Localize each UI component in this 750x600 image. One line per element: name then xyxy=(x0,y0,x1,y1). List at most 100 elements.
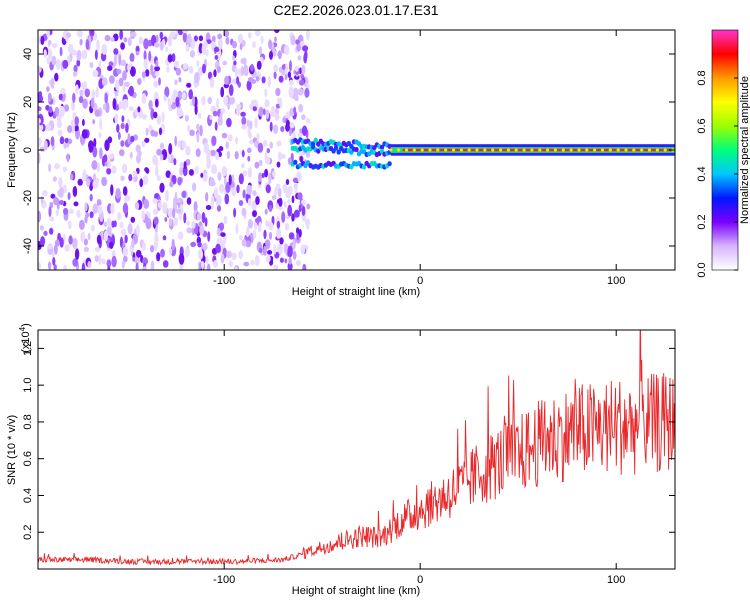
spectrogram-noise-cell xyxy=(174,60,180,68)
spectrogram-noise-cell xyxy=(269,50,273,60)
spectrogram-noise-cell xyxy=(292,87,299,98)
spectrogram-noise-cell xyxy=(186,33,192,46)
snr-x-ticks: -100 0 100 xyxy=(213,330,625,586)
spectrogram-noise-cell xyxy=(46,30,50,39)
spectrogram-noise-cell xyxy=(167,207,173,218)
stable-band-peak xyxy=(647,148,652,152)
spectrogram-noise-cell xyxy=(214,55,218,60)
spectrogram-noise-cell xyxy=(252,210,257,218)
spectrogram-noise-cell xyxy=(197,66,204,77)
spectrogram-noise-cell xyxy=(150,108,155,120)
spectrogram-noise-cell xyxy=(223,30,230,38)
spectrogram-noise-cell xyxy=(206,263,211,270)
spectrogram-noise-cell xyxy=(120,140,125,147)
spectrogram-noise-cell xyxy=(233,207,237,218)
spectrogram-noise-cell xyxy=(38,124,44,131)
spectrogram-noise-cell xyxy=(246,184,253,195)
spectrogram-noise-cell xyxy=(296,43,301,52)
stable-band-peak xyxy=(577,148,581,152)
spectrogram-noise-cell xyxy=(68,138,73,145)
spectrogram-noise-cell xyxy=(247,219,253,229)
spectrogram-noise-cell xyxy=(291,195,295,204)
spectrogram-noise-cell xyxy=(81,129,88,139)
spectrogram-noise-cell xyxy=(193,35,198,42)
spectrogram-noise-cell xyxy=(102,103,107,111)
spectrogram-noise-cell xyxy=(213,69,217,78)
spectrogram-noise-cell xyxy=(162,235,167,241)
spectrogram-noise-cell xyxy=(38,106,42,112)
spectrogram-noise-cell xyxy=(144,137,150,143)
spectrogram-noise-cell xyxy=(211,135,217,146)
spectrogram-noise-cell xyxy=(205,205,212,210)
spectrogram-noise-cell xyxy=(277,50,282,60)
spectrogram-noise-cell xyxy=(43,230,48,236)
spectrogram-noise-cell xyxy=(275,87,281,97)
spectrogram-noise-cell xyxy=(158,77,161,86)
spectrogram-noise-cell xyxy=(142,71,146,79)
stable-band-peak xyxy=(655,148,660,152)
spectrogram-noise-cell xyxy=(38,262,42,270)
spectrogram-track-cell xyxy=(336,149,341,155)
stable-band-peak xyxy=(663,148,667,152)
spectrogram-noise-cell xyxy=(186,220,191,226)
spectrogram-noise-cell xyxy=(58,176,63,189)
spectrogram-noise-cell xyxy=(98,254,102,266)
spectrogram-noise-cell xyxy=(110,184,114,196)
spectrogram-noise-cell xyxy=(174,191,178,204)
spectrogram-noise-cell xyxy=(124,98,129,109)
spectrogram-noise-cell xyxy=(110,202,115,215)
spectrogram-noise-cell xyxy=(247,198,252,207)
spectrogram-noise-cell xyxy=(129,135,135,143)
spectrogram-noise-cell xyxy=(94,109,101,117)
spectrogram-noise-cell xyxy=(215,151,219,161)
spectrogram-noise-cell xyxy=(120,59,127,67)
spectrogram-noise-cell xyxy=(73,201,79,207)
spectrogram-noise-cell xyxy=(297,55,302,61)
spectrogram-noise-cell xyxy=(201,95,206,106)
spectrogram-noise-cell xyxy=(182,32,188,43)
spectrogram-noise-cell xyxy=(304,87,310,98)
spectrogram-noise-cell xyxy=(115,188,121,200)
spectrogram-noise-cell xyxy=(242,57,247,66)
spectrogram-noise-cell xyxy=(172,216,179,227)
stable-band-peak xyxy=(436,148,440,152)
spectrogram-noise-cell xyxy=(306,30,310,41)
spectrogram-noise-cell xyxy=(157,202,163,209)
spectrogram-noise-cell xyxy=(265,220,270,227)
spectrogram-noise-cell xyxy=(76,209,81,219)
spectrogram-noise-cell xyxy=(207,231,211,242)
spectrogram-noise-cell xyxy=(265,184,271,194)
spectrogram-noise-cell xyxy=(175,96,180,108)
spectrogram-noise-cell xyxy=(119,221,124,229)
spectrogram-noise-cell xyxy=(177,30,184,36)
spectrogram-noise-cell xyxy=(249,120,253,130)
spectrogram-noise-cell xyxy=(172,208,176,219)
spectrogram-noise-cell xyxy=(284,63,288,75)
colorbar-tick-label: 0.8 xyxy=(696,70,708,85)
spectrogram-noise-cell xyxy=(171,238,175,251)
spectrogram-noise-cell xyxy=(119,30,124,40)
spectrogram-noise-cell xyxy=(226,250,232,259)
spectrogram-noise-cell xyxy=(74,116,80,126)
spectrogram-noise-cell xyxy=(210,197,214,210)
spectrogram-noise-cell xyxy=(273,244,277,255)
spectrogram-noise-cell xyxy=(231,78,238,85)
spectrogram-track-cell xyxy=(379,144,385,150)
spectrogram-noise-cell xyxy=(80,231,86,243)
spectrogram-noise-cell xyxy=(165,189,169,202)
spectrogram-noise-cell xyxy=(177,176,182,186)
spectrogram-noise-cell xyxy=(50,136,55,147)
colorbar-gradient xyxy=(712,30,738,270)
spectrogram-noise-cell xyxy=(153,111,158,119)
spectrogram-noise-cell xyxy=(288,232,295,240)
spectrogram-track-cell xyxy=(316,148,321,154)
spectrogram-noise-cell xyxy=(107,136,113,144)
stable-band-peak xyxy=(483,148,487,152)
spectrogram-noise-cell xyxy=(87,232,91,241)
spectrogram-noise-cell xyxy=(217,116,223,126)
spectrogram-noise-cell xyxy=(219,112,223,119)
spectrogram-noise-cell xyxy=(108,241,114,249)
spectrogram-noise-cell xyxy=(121,260,125,269)
spectrogram-noise-cell xyxy=(190,241,197,248)
